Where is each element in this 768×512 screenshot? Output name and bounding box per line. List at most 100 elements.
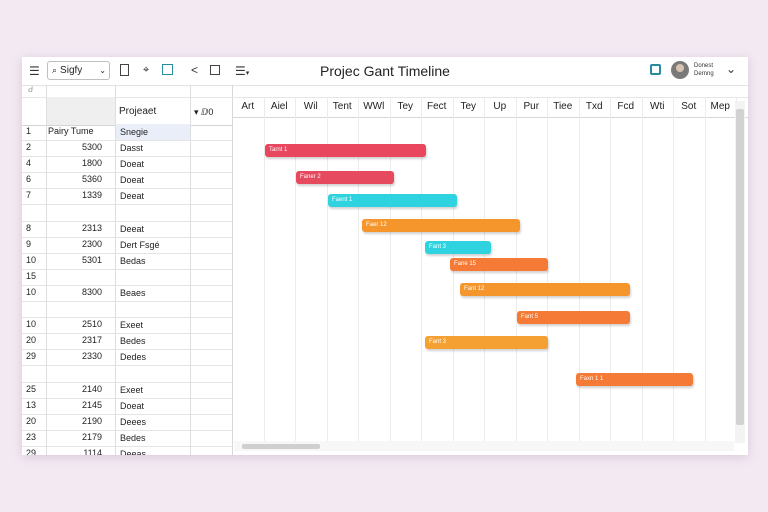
row-number: 15 bbox=[26, 271, 37, 281]
pin-icon[interactable]: ⌖ bbox=[143, 64, 150, 76]
row-task-name[interactable] bbox=[116, 301, 190, 317]
gantt-top-strip bbox=[232, 85, 748, 98]
month-label: Tiee bbox=[553, 101, 573, 112]
table-row[interactable] bbox=[22, 301, 232, 318]
row-task-name[interactable]: Deeat bbox=[120, 191, 145, 201]
row-task-name[interactable]: Deeat bbox=[120, 224, 145, 234]
list-icon[interactable]: ☰▾ bbox=[235, 64, 250, 78]
row-value[interactable]: 2510 bbox=[81, 319, 102, 329]
gridline bbox=[421, 97, 422, 443]
column-header-project[interactable]: Projeaet bbox=[119, 106, 157, 117]
row-number: 1 bbox=[26, 126, 32, 136]
table-row[interactable]: 20 2190 Deees bbox=[22, 414, 232, 431]
task-bar[interactable]: Fant 3 bbox=[425, 241, 491, 254]
row-value[interactable]: 2140 bbox=[81, 384, 102, 394]
row-task-name[interactable]: Dasst bbox=[120, 143, 144, 153]
table-row[interactable]: 2 5300 Dasst bbox=[22, 140, 232, 157]
row-value[interactable]: 1339 bbox=[81, 190, 102, 200]
row-task-name[interactable]: Dert Fsgé bbox=[120, 240, 160, 250]
row-value[interactable]: 2313 bbox=[81, 223, 102, 233]
table-row[interactable] bbox=[22, 366, 232, 383]
row-task-name[interactable] bbox=[116, 205, 190, 221]
row-task-name[interactable]: Bedes bbox=[120, 433, 146, 443]
table-row[interactable]: 9 2300 Dert Fsgé bbox=[22, 237, 232, 254]
row-value[interactable]: 2145 bbox=[81, 400, 102, 410]
settings-icon[interactable] bbox=[650, 64, 661, 75]
row-value[interactable]: 5301 bbox=[81, 255, 102, 265]
table-row[interactable]: 29 2330 Dedes bbox=[22, 349, 232, 366]
row-task-name[interactable] bbox=[116, 269, 190, 285]
grid-divider bbox=[115, 85, 116, 455]
task-bar[interactable]: Fane 15 bbox=[450, 258, 548, 271]
task-bar[interactable]: Fant 3 bbox=[425, 336, 548, 349]
table-row[interactable]: 6 5360 Doeat bbox=[22, 172, 232, 189]
menu-icon[interactable]: ☰ bbox=[29, 64, 40, 78]
table-row[interactable]: 7 1339 Deeat bbox=[22, 188, 232, 205]
row-task-name[interactable]: Deees bbox=[120, 417, 147, 427]
table-row[interactable]: 20 2317 Bedes bbox=[22, 333, 232, 350]
row-task-name[interactable]: Deeas bbox=[120, 449, 147, 455]
table-row[interactable]: 10 2510 Exeet bbox=[22, 317, 232, 334]
row-value[interactable]: 2330 bbox=[81, 351, 102, 361]
search-dropdown[interactable]: ⌕ Sigfy ⌄ bbox=[47, 61, 110, 80]
task-bar[interactable]: Fant 12 bbox=[460, 283, 630, 296]
scroll-thumb[interactable] bbox=[242, 444, 320, 449]
row-number: 20 bbox=[26, 335, 37, 345]
row-task-name[interactable] bbox=[116, 366, 190, 382]
user-name-line2: Dernng bbox=[694, 71, 714, 77]
row-task-name[interactable]: Doeat bbox=[120, 401, 145, 411]
table-row[interactable]: 13 2145 Doeat bbox=[22, 398, 232, 415]
task-bar[interactable]: Fant 5 bbox=[517, 311, 630, 324]
row-value[interactable]: 5360 bbox=[81, 174, 102, 184]
row-task-name[interactable]: Doeat bbox=[120, 175, 145, 185]
task-bar[interactable]: Faxn 1 1 bbox=[576, 373, 693, 386]
row-value[interactable]: 2179 bbox=[81, 432, 102, 442]
table-row[interactable]: 15 bbox=[22, 269, 232, 286]
column-header-filter[interactable]: ▾ ⅅ0 bbox=[194, 107, 214, 117]
table-row[interactable]: 29 1114 Deeas bbox=[22, 446, 232, 455]
row-value[interactable]: 2190 bbox=[81, 416, 102, 426]
row-number: 10 bbox=[26, 319, 37, 329]
row-task-name[interactable]: Bedas bbox=[120, 256, 146, 266]
row-task-name[interactable]: Dedes bbox=[120, 352, 147, 362]
table-row[interactable]: 1 Pairy Tume Snegie bbox=[22, 124, 232, 141]
month-label: Sot bbox=[681, 101, 697, 112]
month-label: Txd bbox=[585, 101, 603, 112]
table-row[interactable]: 10 5301 Bedas bbox=[22, 253, 232, 270]
row-task-name[interactable]: Doeat bbox=[120, 159, 145, 169]
user-name[interactable]: Donest Dernng bbox=[694, 62, 714, 78]
horizontal-scrollbar[interactable] bbox=[234, 441, 734, 451]
table-row[interactable]: 8 2313 Deeat bbox=[22, 221, 232, 238]
task-bar[interactable]: Faner 2 bbox=[296, 171, 394, 184]
table-row[interactable]: 4 1800 Doeat bbox=[22, 156, 232, 173]
row-task-name[interactable]: Exeet bbox=[120, 320, 144, 330]
avatar[interactable] bbox=[671, 61, 689, 79]
row-value[interactable]: 1114 bbox=[83, 448, 102, 455]
export-icon[interactable] bbox=[162, 64, 173, 75]
row-value[interactable]: 5300 bbox=[81, 142, 102, 152]
table-row[interactable] bbox=[22, 205, 232, 222]
task-bar[interactable]: Faer 12 bbox=[362, 219, 520, 232]
page-icon[interactable] bbox=[120, 64, 129, 76]
table-row[interactable]: 10 8300 Beaes bbox=[22, 285, 232, 302]
row-task-name[interactable]: Bedes bbox=[120, 336, 146, 346]
view-icon[interactable] bbox=[210, 65, 220, 75]
task-bar[interactable]: Tarnt 1 bbox=[265, 144, 426, 157]
vertical-scrollbar[interactable] bbox=[735, 101, 745, 443]
row-task-name[interactable]: Exeet bbox=[120, 385, 144, 395]
task-bar[interactable]: Faent 1 bbox=[328, 194, 457, 207]
row-value[interactable]: Pairy Tume bbox=[48, 126, 94, 136]
share-icon[interactable]: < bbox=[191, 63, 199, 77]
table-row[interactable]: 23 2179 Bedes bbox=[22, 430, 232, 447]
row-number: 29 bbox=[26, 351, 37, 361]
row-value[interactable]: 2317 bbox=[81, 335, 102, 345]
row-value[interactable]: 2300 bbox=[81, 239, 102, 249]
row-task-name[interactable]: Snegie bbox=[116, 124, 190, 140]
month-label: Wil bbox=[303, 101, 318, 112]
row-value[interactable]: 1800 bbox=[81, 158, 102, 168]
row-task-name[interactable]: Beaes bbox=[120, 288, 146, 298]
table-row[interactable]: 25 2140 Exeet bbox=[22, 382, 232, 399]
chevron-down-icon[interactable]: ⌄ bbox=[726, 62, 737, 76]
row-value[interactable]: 8300 bbox=[81, 287, 102, 297]
scroll-thumb[interactable] bbox=[736, 109, 744, 425]
